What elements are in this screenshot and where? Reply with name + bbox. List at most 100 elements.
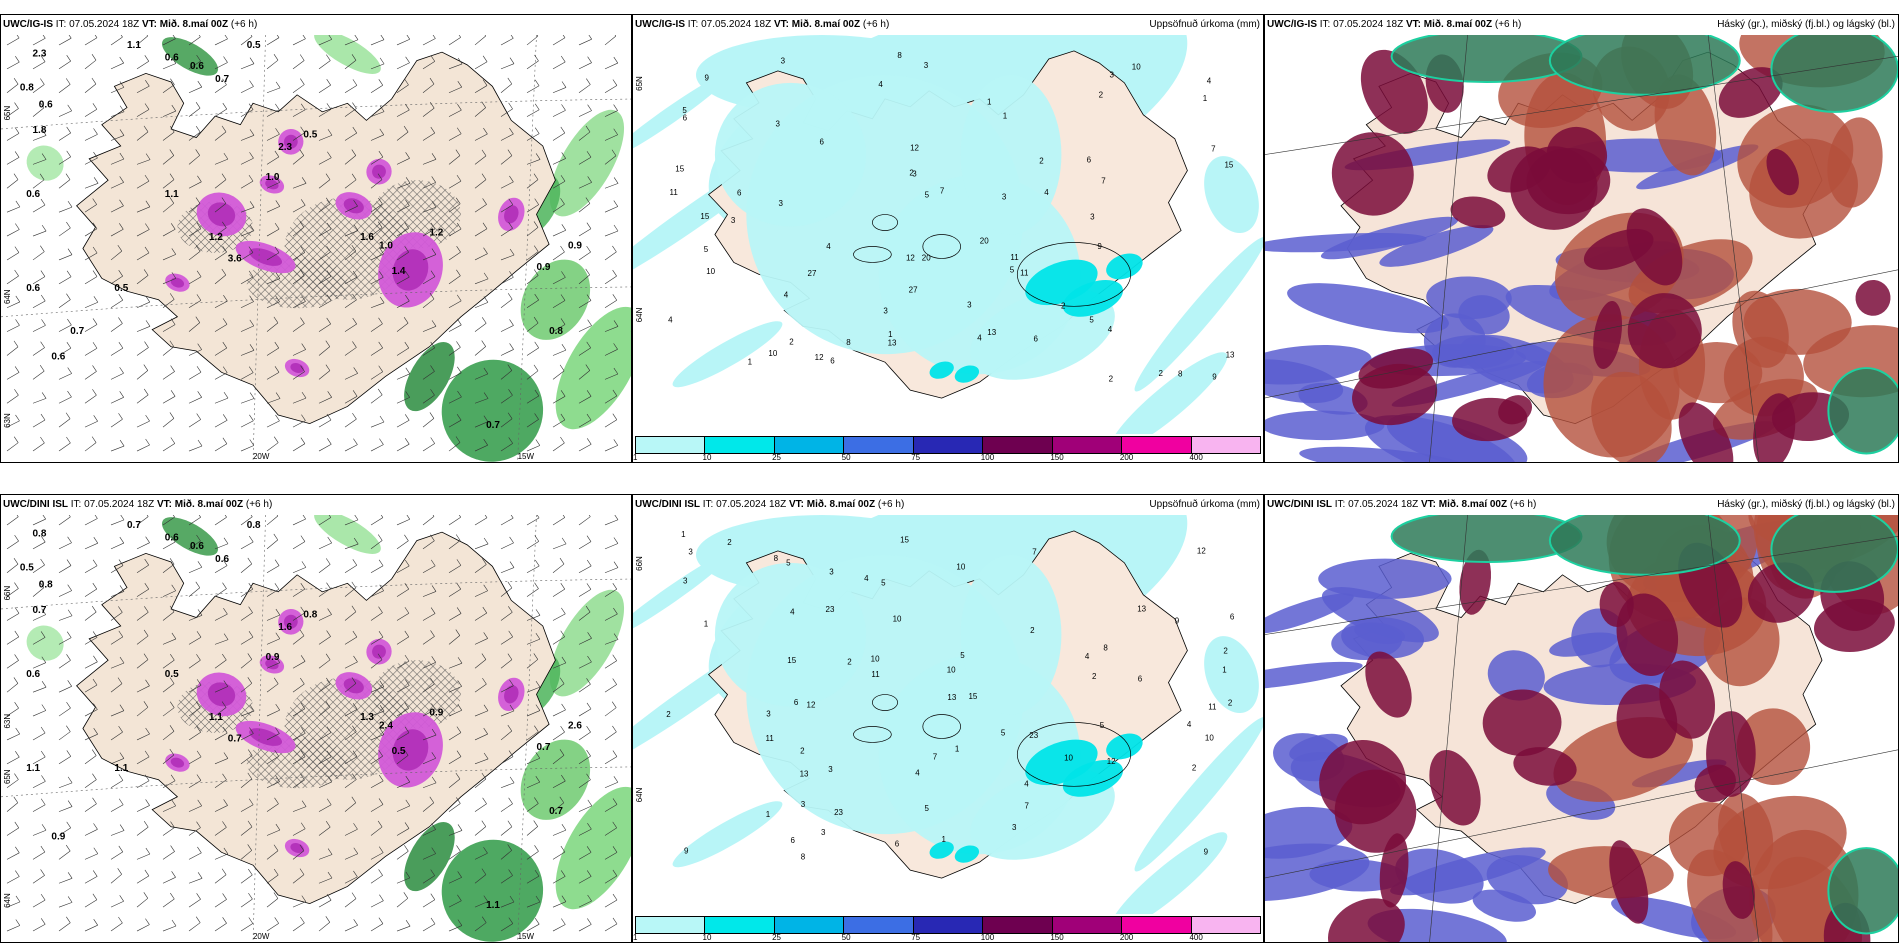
precip-amount: 8 [801,852,806,861]
precip-value: 0.7 [549,806,563,817]
longitude-label: 20W [253,452,270,461]
precip-amount: 2 [1223,647,1228,656]
precip-amount: 9 [705,74,710,83]
precip-amount: 12 [807,701,816,710]
precip-amount: 6 [794,698,799,707]
colorbar-tick: 10 [702,453,712,462]
precip-amount: 6 [1230,613,1235,622]
precip-amount: 23 [1029,731,1038,740]
precip-value: 0.5 [114,283,128,294]
precip-amount: 3 [912,170,917,179]
model-name: UWC/IG-IS [635,19,685,30]
precip-value: 0.7 [537,742,551,753]
precip-amount: 4 [1187,720,1192,729]
precip-amount: 2 [666,710,671,719]
precip-amount: 6 [791,836,796,845]
colorbar-cell [1122,437,1192,453]
precip-value: 0.6 [165,53,179,64]
init-time: IT: 07.05.2024 18Z [687,19,772,30]
precip-amount: 12 [815,353,824,362]
valid-time: Mið. 8.maí 00Z [174,499,244,510]
precip-amount: 11 [1010,253,1019,262]
map-panel-6: UWC/DINI ISL IT: 07.05.2024 18Z VT: Mið.… [1264,494,1899,943]
precip-amount: 6 [830,357,835,366]
colorbar-tick: 25 [772,933,781,942]
precip-value: 0.7 [228,733,242,744]
precip-amount: 9 [1204,847,1209,856]
precip-value: 1.0 [379,241,393,252]
precip-amount: 2 [1109,374,1114,383]
precip-amount: 10 [893,614,902,623]
field-title: Háský (gr.), miðský (fj.bl.) og lágský (… [1717,19,1895,30]
precip-amount: 10 [768,349,777,358]
precip-amount: 4 [1085,652,1090,661]
precip-amount: 27 [808,269,817,278]
precip-amount: 5 [786,559,791,568]
precip-amount: 7 [1025,801,1030,810]
init-time: IT: 07.05.2024 18Z [55,19,140,30]
precip-amount: 5 [1001,729,1006,738]
precip-amount: 5 [881,579,886,588]
valid-time: Mið. 8.maí 00Z [806,499,876,510]
precip-amount: 1 [955,744,960,753]
valid-time: Mið. 8.maí 00Z [791,19,861,30]
precip-amount: 13 [1137,605,1146,614]
precip-amount: 3 [731,216,736,225]
panel-header: UWC/DINI ISL IT: 07.05.2024 18Z VT: Mið.… [1265,495,1898,515]
colorbar-cell [844,437,914,453]
colorbar-tick: 400 [1189,933,1203,942]
latitude-label: 63N [3,413,12,428]
colorbar-cell [844,917,914,933]
precip-value: 0.9 [51,831,65,842]
lead-time: (+6 h) [1494,19,1522,30]
precip-amount: 3 [776,119,781,128]
precip-amount: 6 [895,839,900,848]
precip-amount: 3 [1012,823,1017,832]
precip-amount: 13 [1226,350,1235,359]
precip-amount: 3 [883,306,888,315]
precip-amount: 5 [925,804,930,813]
precip-amount: 4 [878,80,883,89]
precip-amount: 2 [1039,157,1044,166]
panel-header: UWC/DINI ISL IT: 07.05.2024 18Z VT: Mið.… [1,495,631,515]
precip-amount: 2 [1092,672,1097,681]
latitude-label: 64N [3,289,12,304]
precip-amount: 12 [1107,757,1116,766]
precip-amount: 2 [909,168,914,177]
map-area: 0.8 0.7 0.6 0.6 0.6 0.8 0.5 0.8 0.7 0.6 1.1 0.9 1.1 0… [1,515,631,942]
precip-amount: 13 [987,328,996,337]
precip-amount: 10 [871,654,880,663]
colorbar-cell [636,917,706,933]
precip-amount: 2 [727,538,732,547]
precip-value: 1.1 [127,40,141,51]
precip-value: 0.5 [165,669,179,680]
valid-time: Mið. 8.maí 00Z [159,19,229,30]
latitude-label: 63N [3,714,12,729]
colorbar-tick: 200 [1119,933,1134,942]
precip-amount: 20 [980,237,989,246]
precip-amount: 1 [748,358,753,367]
map-panel-5: UWC/DINI ISL IT: 07.05.2024 18Z VT: Mið.… [632,494,1264,943]
precip-value: 0.7 [215,74,229,85]
precip-amount: 3 [967,300,972,309]
precip-amount: 7 [1032,548,1037,557]
panel-header: UWC/IG-IS IT: 07.05.2024 18Z VT: Mið. 8.… [633,15,1263,35]
colorbar-tick: 100 [980,453,995,462]
map-panel-2: UWC/IG-IS IT: 07.05.2024 18Z VT: Mið. 8.… [632,14,1264,463]
precip-value: 1.4 [392,266,406,277]
precip-amount: 3 [924,61,929,70]
precip-value: 0.9 [266,652,280,663]
colorbar-tick: 1 [633,933,638,942]
colorbar-cell [913,437,984,453]
precip-amount: 10 [706,267,715,276]
precip-amount: 3 [683,576,688,585]
precip-value: 0.6 [190,61,204,72]
precip-value: 0.6 [165,533,179,544]
colorbar-cell [983,917,1053,933]
colorbar-tick: 1 [633,453,638,462]
precip-value: 0.8 [39,580,53,591]
precip-amount: 1 [888,330,893,339]
precip-amount: 1 [942,835,947,844]
latitude-label: 64N [3,893,12,908]
precip-amount: 10 [947,666,956,675]
